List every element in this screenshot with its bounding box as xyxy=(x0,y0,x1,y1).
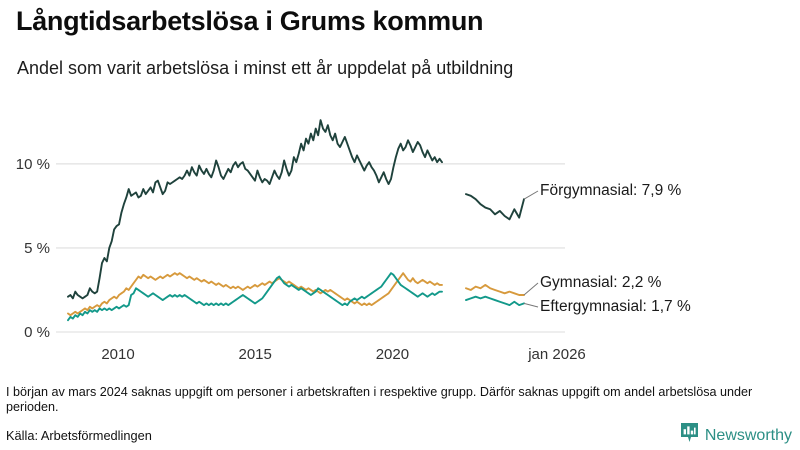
leader-line xyxy=(523,190,539,200)
page-title: Långtidsarbetslösa i Grums kommun xyxy=(16,6,484,36)
series-line-eftergymnasial-post-gap xyxy=(465,295,525,307)
y-axis-tick-label: 0 % xyxy=(24,324,50,341)
x-axis-tick-label: jan 2026 xyxy=(527,346,586,363)
newsworthy-wordmark: Newsworthy xyxy=(704,426,792,444)
newsworthy-mark-icon xyxy=(680,422,699,449)
series-label-eftergymnasial: Eftergymnasial: 1,7 % xyxy=(540,298,691,315)
chart-plot-area: 0 % 5 % 10 % 2010 2015 2020 jan 2026 Förgymna… xyxy=(0,95,800,370)
series-line-förgymnasial xyxy=(67,119,443,300)
series-line-gymnasial-post-gap xyxy=(465,283,525,296)
source-text: Källa: Arbetsförmedlingen xyxy=(6,428,152,443)
y-axis-tick-label: 10 % xyxy=(16,156,50,173)
x-axis-tick-label: 2010 xyxy=(101,346,134,363)
newsworthy-logo: Newsworthy xyxy=(680,422,792,449)
series-line-förgymnasial-post-gap xyxy=(465,193,525,221)
series-label-förgymnasial: Förgymnasial: 7,9 % xyxy=(540,182,681,199)
series-label-gymnasial: Gymnasial: 2,2 % xyxy=(540,274,662,291)
y-axis-ticks: 0 % 5 % 10 % xyxy=(16,156,50,341)
y-axis-tick-label: 5 % xyxy=(24,240,50,257)
series-labels-group: Förgymnasial: 7,9 % Gymnasial: 2,2 % Efter… xyxy=(540,182,691,315)
series-lines-group xyxy=(67,119,525,322)
x-axis-ticks: 2010 2015 2020 jan 2026 xyxy=(101,346,585,363)
footnote-text: I början av mars 2024 saknas uppgift om … xyxy=(6,385,753,414)
x-axis-tick-label: 2015 xyxy=(239,346,272,363)
line-chart-svg: 0 % 5 % 10 % 2010 2015 2020 jan 2026 Förgymna… xyxy=(16,119,691,363)
series-line-gymnasial xyxy=(67,272,443,317)
series-line-eftergymnasial xyxy=(67,272,443,322)
chart-subtitle: Andel som varit arbetslösa i minst ett å… xyxy=(17,58,514,78)
label-leader-lines xyxy=(523,190,539,308)
leader-line xyxy=(523,282,539,296)
x-axis-tick-label: 2020 xyxy=(376,346,409,363)
leader-line xyxy=(523,302,539,308)
gridlines-group xyxy=(56,163,565,333)
